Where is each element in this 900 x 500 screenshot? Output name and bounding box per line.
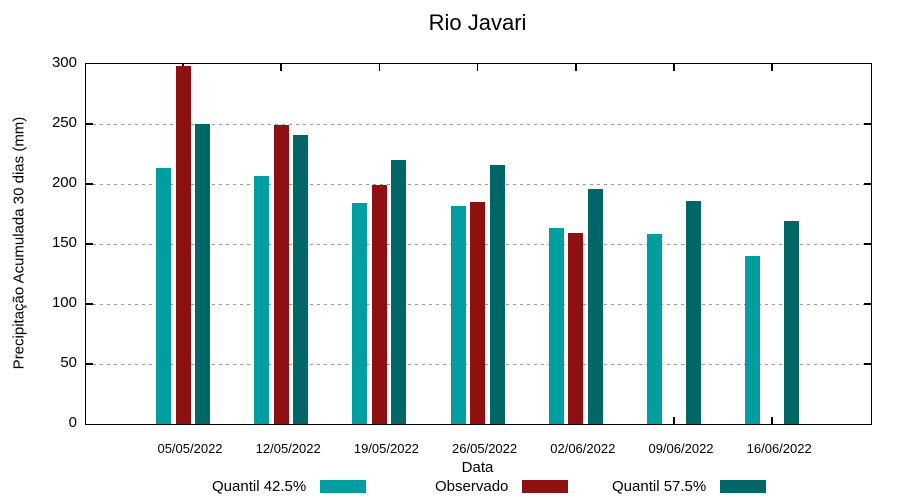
legend-item: Quantil 42.5% bbox=[212, 477, 367, 495]
bar bbox=[371, 185, 387, 424]
legend-swatch bbox=[320, 479, 367, 493]
bar bbox=[587, 188, 603, 424]
legend-swatch bbox=[522, 479, 569, 493]
y-tick-mark bbox=[864, 303, 871, 305]
y-tick-mark bbox=[86, 243, 93, 245]
bar bbox=[450, 205, 466, 424]
y-tick-mark bbox=[864, 363, 871, 365]
y-tick-label: 200 bbox=[51, 174, 77, 191]
legend-item: Quantil 57.5% bbox=[612, 477, 767, 495]
gridline bbox=[86, 183, 871, 185]
bar bbox=[352, 203, 368, 424]
bar bbox=[745, 256, 761, 424]
y-tick-label: 300 bbox=[51, 54, 77, 71]
bar bbox=[686, 200, 701, 424]
y-tick-label: 50 bbox=[60, 354, 77, 371]
bar bbox=[293, 134, 309, 424]
x-tick-mark bbox=[771, 64, 773, 71]
x-tick-label: 26/05/2022 bbox=[452, 441, 518, 456]
x-tick-label: 12/05/2022 bbox=[255, 441, 321, 456]
legend-item: Observado bbox=[435, 477, 569, 495]
legend-label: Observado bbox=[435, 477, 509, 495]
bar bbox=[175, 66, 191, 424]
y-tick-label: 250 bbox=[51, 114, 77, 131]
bar bbox=[273, 125, 289, 424]
x-tick-mark bbox=[771, 417, 773, 424]
y-tick-mark bbox=[864, 183, 871, 185]
x-tick-mark bbox=[673, 417, 675, 424]
bar bbox=[489, 164, 505, 424]
bar bbox=[470, 202, 486, 424]
plot-area bbox=[85, 63, 872, 425]
x-tick-mark bbox=[673, 64, 675, 71]
x-tick-mark bbox=[280, 64, 282, 71]
legend-swatch bbox=[720, 479, 767, 493]
y-tick-mark bbox=[864, 243, 871, 245]
x-tick-mark bbox=[476, 64, 479, 71]
x-tick-label: 16/06/2022 bbox=[746, 441, 812, 456]
bar bbox=[391, 160, 407, 424]
bar bbox=[568, 233, 584, 424]
x-tick-mark bbox=[575, 64, 577, 71]
x-tick-label: 02/06/2022 bbox=[550, 441, 616, 456]
bar bbox=[784, 221, 800, 424]
bar bbox=[254, 175, 270, 424]
chart-title: Rio Javari bbox=[428, 10, 527, 35]
y-tick-label: 0 bbox=[68, 414, 77, 431]
legend-label: Quantil 57.5% bbox=[612, 477, 707, 495]
x-tick-label: 09/06/2022 bbox=[648, 441, 714, 456]
gridline bbox=[86, 123, 871, 125]
bar bbox=[647, 234, 662, 424]
y-tick-mark bbox=[86, 183, 93, 185]
y-tick-mark bbox=[864, 123, 871, 125]
bar bbox=[156, 168, 171, 424]
y-tick-mark bbox=[86, 363, 93, 365]
y-tick-mark bbox=[86, 303, 93, 305]
legend-label: Quantil 42.5% bbox=[212, 477, 307, 495]
y-axis-label: Precipitação Acumulada 30 dias (mm) bbox=[10, 116, 28, 370]
x-axis-label: Data bbox=[461, 459, 494, 476]
x-tick-mark bbox=[378, 64, 381, 71]
y-tick-label: 150 bbox=[51, 234, 77, 251]
y-tick-mark bbox=[86, 123, 93, 125]
bar bbox=[195, 124, 210, 424]
y-tick-label: 100 bbox=[51, 294, 77, 311]
x-tick-label: 19/05/2022 bbox=[353, 441, 419, 456]
bar bbox=[548, 228, 564, 424]
x-tick-label: 05/05/2022 bbox=[157, 441, 223, 456]
